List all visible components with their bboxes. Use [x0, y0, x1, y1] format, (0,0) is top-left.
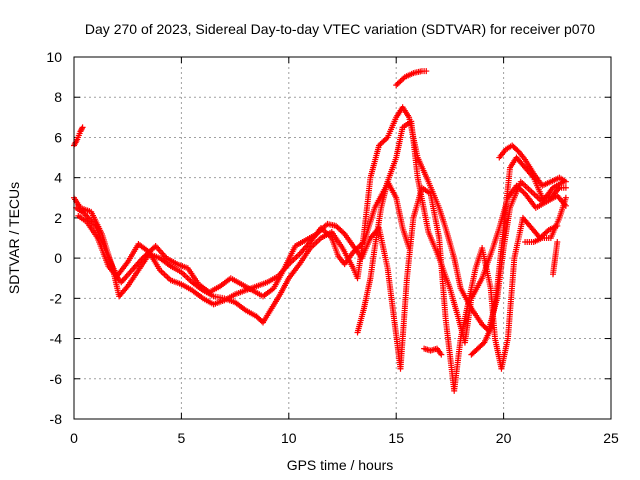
y-tick-label: 0: [54, 250, 62, 266]
y-tick-label: 10: [46, 49, 62, 65]
y-tick-label: 6: [54, 129, 62, 145]
grid-lines: [74, 57, 611, 419]
x-tick-label: 25: [603, 430, 619, 446]
x-tick-label: 15: [388, 430, 404, 446]
x-tick-label: 20: [496, 430, 512, 446]
series-track-1: [71, 124, 86, 149]
x-tick-label: 5: [178, 430, 186, 446]
data-point: [423, 68, 430, 75]
y-tick-label: -2: [50, 290, 63, 306]
series-track-7: [421, 345, 445, 358]
series-track-8: [468, 154, 569, 358]
y-tick-label: -4: [50, 331, 63, 347]
data-point: [562, 184, 569, 191]
data-point: [562, 194, 569, 201]
x-axis-label: GPS time / hours: [287, 457, 394, 473]
y-tick-label: 4: [54, 170, 62, 186]
x-tick-label: 10: [281, 430, 297, 446]
data-point: [406, 245, 413, 252]
data-point: [438, 351, 445, 358]
data-point: [554, 239, 561, 246]
series-track-5: [393, 68, 430, 89]
series-track-4: [75, 184, 561, 394]
tick-marks: [73, 56, 612, 420]
x-tick-label: 0: [70, 430, 78, 446]
y-tick-label: 8: [54, 89, 62, 105]
x-tick-labels: 0 5 10 15 20 25: [70, 430, 619, 446]
y-tick-label: 2: [54, 210, 62, 226]
y-tick-labels: -8 -6 -4 -2 0 2 4 6 8 10: [46, 49, 62, 427]
data-point: [562, 178, 569, 185]
y-axis-label: SDTVAR / TECUs: [6, 182, 22, 294]
series-track-10: [550, 239, 561, 278]
y-tick-label: -6: [50, 371, 63, 387]
chart-title: Day 270 of 2023, Sidereal Day-to-day VTE…: [85, 21, 595, 37]
y-tick-label: -8: [50, 411, 63, 427]
series-track-11: [496, 142, 569, 189]
data-point: [79, 124, 86, 131]
series-track-6: [354, 178, 413, 336]
data-point: [78, 125, 85, 132]
series-track-9: [522, 194, 569, 246]
data-marks: [71, 68, 569, 394]
plot-frame: [73, 56, 612, 420]
